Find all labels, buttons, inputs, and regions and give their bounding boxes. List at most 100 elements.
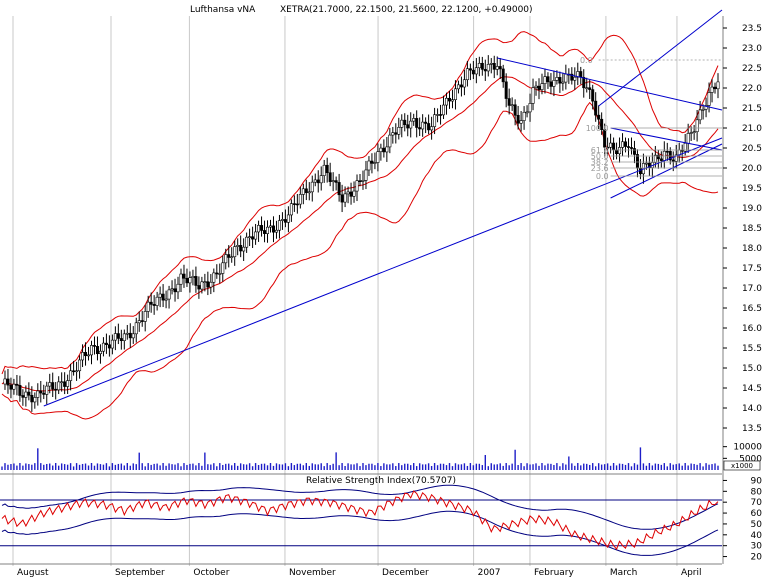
candle-body bbox=[248, 236, 252, 238]
candle-body bbox=[513, 104, 517, 116]
candle-body bbox=[292, 203, 296, 205]
volume-bar bbox=[207, 464, 209, 470]
candle-body bbox=[397, 127, 401, 135]
candle-body bbox=[179, 273, 183, 285]
volume-bar bbox=[589, 464, 591, 470]
volume-bar bbox=[430, 465, 433, 470]
volume-bar bbox=[111, 463, 114, 470]
candle-body bbox=[334, 180, 338, 183]
candle-body bbox=[12, 383, 16, 390]
volume-bar bbox=[1, 466, 3, 470]
volume-bar bbox=[711, 464, 713, 470]
candle-body bbox=[507, 98, 511, 106]
candle-body bbox=[280, 219, 284, 221]
volume-bar bbox=[630, 466, 633, 470]
volume-bar bbox=[19, 463, 21, 470]
candle-body bbox=[582, 76, 586, 89]
volume-bar bbox=[547, 463, 549, 470]
candle-body bbox=[182, 273, 186, 279]
candle-body bbox=[450, 99, 454, 102]
volume-bar bbox=[427, 463, 430, 470]
candle-body bbox=[274, 229, 278, 233]
volume-bar bbox=[627, 463, 630, 470]
candle-body bbox=[409, 120, 413, 129]
candle-body bbox=[695, 119, 699, 133]
candle-body bbox=[609, 142, 613, 148]
volume-bar bbox=[60, 463, 63, 470]
candle-body bbox=[361, 180, 365, 182]
candle-body bbox=[549, 81, 553, 87]
x-axis: August September October November December 20… bbox=[17, 568, 702, 578]
candle-body bbox=[489, 63, 493, 65]
fibonacci-levels: 100.061.850.038.223.60.00.0 bbox=[580, 56, 722, 181]
volume-bar bbox=[448, 463, 451, 470]
volume-bar bbox=[96, 463, 99, 470]
candle-body bbox=[307, 191, 311, 194]
candle-body bbox=[266, 226, 270, 234]
candle-body bbox=[343, 193, 347, 203]
candle-body bbox=[6, 378, 10, 386]
candle-body bbox=[462, 79, 466, 88]
volume-bar bbox=[269, 463, 272, 470]
volume-bar bbox=[144, 466, 146, 470]
candle-body bbox=[104, 342, 108, 346]
candle-body bbox=[492, 63, 496, 70]
volume-bar bbox=[368, 463, 370, 470]
volume-bar bbox=[365, 465, 367, 470]
candle-body bbox=[412, 118, 416, 122]
candle-body bbox=[522, 111, 526, 121]
volume-bar bbox=[371, 463, 373, 470]
volume-bar bbox=[418, 463, 421, 470]
candle-body bbox=[501, 68, 505, 83]
volume-bar bbox=[475, 463, 478, 470]
rsi-band-upper bbox=[1, 484, 719, 530]
volume-bar bbox=[702, 466, 704, 470]
price-tick-label: 16.0 bbox=[742, 324, 762, 334]
volume-bar bbox=[105, 463, 108, 470]
volume-bar bbox=[183, 463, 185, 470]
candle-body bbox=[92, 345, 96, 347]
volume-bar bbox=[392, 463, 394, 470]
volume-bar bbox=[374, 465, 376, 470]
candle-body bbox=[230, 256, 234, 259]
volume-bar bbox=[651, 465, 654, 470]
volume-bar bbox=[242, 464, 245, 470]
volume-bar bbox=[586, 463, 588, 470]
volume-bar bbox=[469, 463, 472, 470]
trendline-resistance bbox=[497, 57, 723, 111]
candle-body bbox=[110, 339, 114, 349]
candle-body bbox=[692, 131, 696, 134]
volume-bar bbox=[520, 463, 522, 470]
candle-body bbox=[81, 352, 85, 361]
volume-bar bbox=[305, 463, 307, 470]
volume-bar bbox=[141, 463, 143, 470]
candle-body bbox=[433, 114, 437, 127]
candle-body bbox=[439, 114, 443, 116]
candle-body bbox=[301, 188, 305, 195]
volume-bar bbox=[517, 465, 519, 470]
candle-body bbox=[116, 333, 120, 339]
volume-bar bbox=[603, 464, 606, 470]
candle-body bbox=[298, 194, 302, 205]
volume-bar bbox=[666, 466, 668, 470]
volume-bar bbox=[135, 464, 137, 470]
candle-body bbox=[364, 169, 368, 181]
candle-body bbox=[442, 104, 446, 116]
volume-bar bbox=[696, 464, 698, 470]
candle-body bbox=[459, 84, 463, 88]
volume-bar bbox=[621, 463, 624, 470]
price-tick-label: 13.5 bbox=[742, 424, 762, 434]
candle-body bbox=[152, 304, 156, 306]
candle-body bbox=[337, 182, 341, 196]
volume-bar bbox=[201, 465, 203, 470]
candle-body bbox=[498, 66, 502, 70]
volume-bar bbox=[287, 466, 290, 470]
chart-exchange: XETRA bbox=[280, 5, 310, 15]
candle-body bbox=[385, 146, 389, 153]
candle-body bbox=[373, 162, 377, 164]
volume-bar bbox=[377, 463, 379, 470]
candle-body bbox=[355, 180, 359, 192]
rsi-tick-label: 60 bbox=[751, 509, 763, 519]
volume-bar bbox=[204, 452, 206, 470]
